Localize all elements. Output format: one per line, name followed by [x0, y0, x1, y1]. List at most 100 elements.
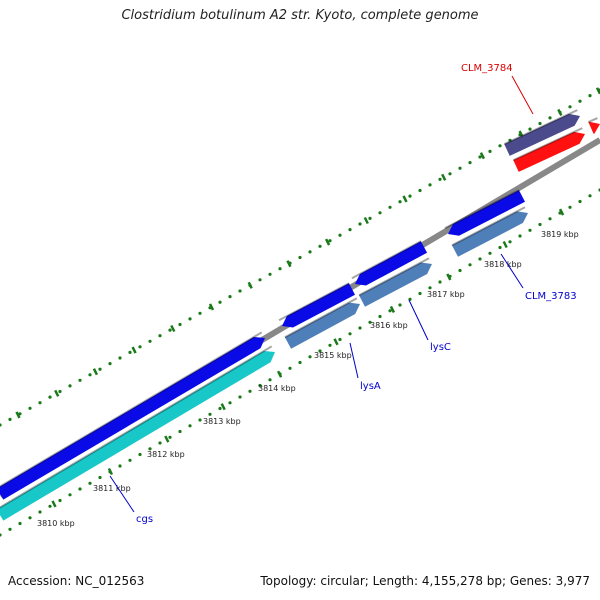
tick-mark — [54, 389, 60, 397]
tick-dot — [0, 423, 2, 427]
tick-dot — [478, 257, 482, 261]
gene-arrow-navy-shadow — [503, 109, 578, 146]
gene-arrow-red — [588, 121, 600, 134]
gene-arrow-lysa-shadow — [284, 297, 358, 339]
tick-dot — [138, 345, 142, 349]
gene-features[interactable] — [0, 109, 600, 521]
map-title: Clostridium botulinum A2 str. Kyoto, com… — [121, 8, 479, 23]
tick-dot — [488, 149, 492, 153]
tick-dot — [88, 481, 92, 485]
tick-dot — [438, 177, 442, 181]
tick-dot — [588, 94, 592, 98]
tick-dot — [348, 332, 352, 336]
kbp-label: 3817 kbp — [427, 290, 465, 299]
tick-dot — [318, 244, 322, 248]
tick-mark — [51, 500, 57, 508]
tick-dot — [58, 389, 62, 394]
tick-dot — [198, 311, 202, 315]
tick-dot — [348, 228, 352, 232]
tick-mark — [247, 281, 253, 289]
kbp-label: 3811 kbp — [93, 484, 131, 493]
tick-dot — [368, 216, 372, 220]
tick-dot — [0, 533, 2, 537]
tick-dot — [308, 355, 312, 359]
tick-dot — [148, 339, 152, 343]
tick-dot — [228, 295, 232, 299]
gene-label[interactable]: CLM_3784 — [461, 63, 513, 74]
gene-arrow-lysa — [284, 302, 360, 349]
tick-dot — [418, 188, 422, 193]
tick-mark — [479, 152, 486, 160]
tick-dot — [158, 334, 162, 338]
tick-dot — [68, 384, 72, 388]
tick-dot — [428, 183, 432, 187]
tick-dot — [338, 233, 342, 237]
tick-mark — [441, 173, 447, 181]
tick-mark — [557, 108, 563, 116]
tick-dot — [68, 493, 72, 497]
gene-arrow-clm3784-shadow — [512, 127, 583, 162]
gene-arrow-blue-shadow — [351, 240, 422, 280]
tick-dot — [478, 155, 482, 159]
gene-label-leader — [511, 75, 534, 115]
gene-arrow-blue — [355, 241, 428, 286]
kbp-label: 3816 kbp — [370, 321, 408, 330]
gene-label[interactable]: CLM_3783 — [525, 291, 577, 302]
tick-dot — [538, 222, 542, 227]
tick-dot — [128, 350, 132, 354]
gene-arrow-blue-shadow — [444, 189, 520, 230]
tick-dot — [308, 250, 312, 254]
tick-dot — [78, 487, 82, 491]
tick-dot — [288, 366, 292, 370]
gene-arrow-cgs — [0, 351, 275, 521]
kbp-label: 3814 kbp — [258, 384, 296, 393]
tick-dot — [388, 309, 392, 313]
kbp-label: 3815 kbp — [314, 351, 352, 360]
tick-mark — [558, 208, 565, 216]
tick-dot — [218, 300, 222, 304]
gene-arrow-clm3783 — [452, 211, 528, 257]
tick-dot — [408, 194, 412, 198]
tick-dot — [418, 291, 422, 296]
tick-dot — [78, 378, 82, 382]
gene-arrow-lysc — [359, 262, 432, 307]
tick-dot — [8, 527, 12, 531]
tick-mark — [131, 346, 137, 354]
tick-dot — [188, 317, 192, 321]
kbp-label: 3812 kbp — [147, 450, 185, 459]
tick-dot — [548, 116, 552, 120]
tick-mark — [220, 403, 226, 411]
tick-mark — [92, 368, 99, 376]
gene-arrow-cgs-shadow — [0, 345, 273, 509]
gene-arrow-red-shadow — [587, 117, 598, 124]
gene-arrow-blue — [282, 283, 355, 328]
tick-dot — [378, 314, 382, 319]
tick-dot — [358, 222, 362, 226]
tick-dot — [498, 245, 502, 250]
tick-mark — [170, 324, 176, 333]
outer-tick-ring — [0, 87, 600, 427]
gene-label[interactable]: lysA — [360, 381, 381, 392]
tick-dot — [448, 172, 452, 176]
gene-labels[interactable]: cgs lysA lysC CLM_3783 CLM_3784 — [109, 63, 577, 525]
tick-dot — [218, 406, 222, 411]
gene-arrow-lysc-shadow — [358, 257, 430, 297]
tick-dot — [118, 464, 122, 468]
kbp-label: 3813 kbp — [203, 417, 241, 426]
tick-dot — [8, 417, 12, 421]
gene-label[interactable]: lysC — [430, 342, 451, 353]
tick-dot — [138, 452, 142, 457]
tick-mark — [446, 273, 452, 281]
tick-dot — [258, 383, 262, 388]
tick-dot — [48, 504, 52, 508]
tick-dot — [528, 228, 532, 232]
gene-label[interactable]: cgs — [136, 514, 153, 525]
tick-dot — [28, 516, 32, 520]
tick-dot — [378, 211, 382, 215]
tick-dot — [338, 337, 342, 342]
tick-dot — [568, 205, 572, 209]
tick-mark — [286, 260, 292, 268]
tick-dot — [228, 401, 232, 405]
tick-dot — [398, 303, 402, 307]
